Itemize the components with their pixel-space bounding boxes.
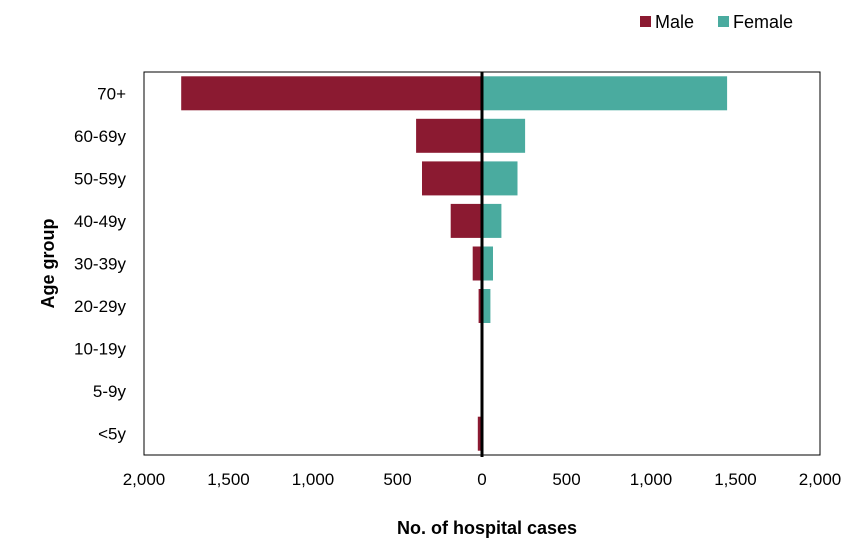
x-tick-label: 500 <box>383 470 411 489</box>
y-tick-label: 60-69y <box>74 127 126 146</box>
y-axis-title: Age group <box>38 219 58 309</box>
legend-label-female: Female <box>733 12 793 32</box>
bar-female-4049y <box>482 203 502 238</box>
x-axis-title: No. of hospital cases <box>397 518 577 538</box>
x-tick-label: 500 <box>552 470 580 489</box>
x-axis-tick-labels: 2,000 1,500 1,000 500 0 500 1,000 1,500 2,000 <box>123 470 842 489</box>
y-tick-label: 20-29y <box>74 297 126 316</box>
bar-female-70 <box>482 76 728 111</box>
bar-female-2029y <box>482 289 491 323</box>
y-tick-label: 10-19y <box>74 340 126 359</box>
legend: Male Female <box>640 12 793 32</box>
y-axis-tick-labels: 70+ 60-69y 50-59y 40-49y 30-39y 20-29y 10-19y 5… <box>74 84 126 443</box>
y-tick-label: 5-9y <box>93 382 127 401</box>
bar-male-5y <box>477 416 482 451</box>
x-tick-label: 0 <box>477 470 486 489</box>
bar-male-6069y <box>416 118 482 153</box>
bar-male-3039y <box>472 246 482 281</box>
legend-swatch-male <box>640 16 651 27</box>
bars <box>181 76 728 451</box>
legend-label-male: Male <box>655 12 694 32</box>
bar-male-70 <box>181 76 482 111</box>
y-tick-label: <5y <box>98 425 126 444</box>
y-tick-label: 40-49y <box>74 212 126 231</box>
x-tick-label: 1,000 <box>630 470 673 489</box>
bar-female-6069y <box>482 118 526 153</box>
y-tick-label: 70+ <box>97 84 126 103</box>
bar-female-5059y <box>482 161 518 196</box>
bar-male-2029y <box>478 289 482 323</box>
x-tick-label: 1,000 <box>292 470 335 489</box>
y-tick-label: 50-59y <box>74 169 126 188</box>
bar-male-5059y <box>422 161 482 196</box>
legend-swatch-female <box>718 16 729 27</box>
x-tick-label: 2,000 <box>123 470 166 489</box>
y-tick-label: 30-39y <box>74 255 126 274</box>
x-tick-label: 1,500 <box>207 470 250 489</box>
x-tick-label: 2,000 <box>799 470 842 489</box>
x-tick-label: 1,500 <box>714 470 757 489</box>
bar-female-3039y <box>482 246 493 281</box>
bar-male-4049y <box>450 203 482 238</box>
